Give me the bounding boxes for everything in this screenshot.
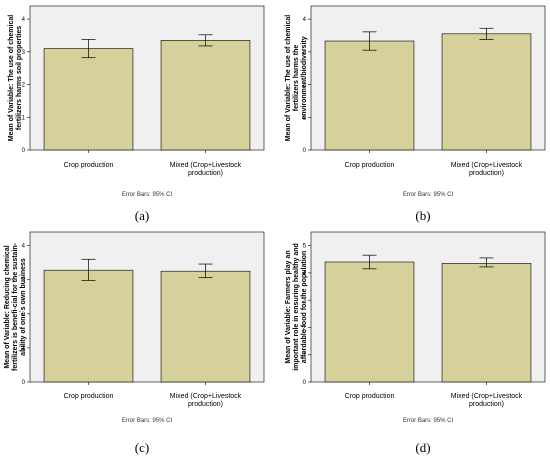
panel-label: (b): [415, 208, 430, 223]
chart-panel-3: 0 1 2 3 4 Crop production Mixed (Crop+Livestoc…: [4, 231, 265, 455]
y-tick-label: 2: [303, 325, 307, 331]
y-axis-title-line: environment/biodiversity: [301, 36, 308, 119]
bar-2: [160, 270, 251, 383]
x-tick-label: Crop production: [64, 162, 114, 169]
y-axis-title-line: Mean of Variable: The use of chemical: [285, 15, 292, 141]
y-axis-title: Mean of Variable: Reducing chemicalferti…: [4, 242, 27, 371]
y-tick-label: 3: [22, 50, 26, 56]
x-tick-label: production): [469, 401, 504, 408]
x-tick-label: Mixed (Crop+Livestock: [451, 162, 523, 169]
y-axis-title-line: important role in ensuring healthy and: [293, 243, 300, 371]
y-tick-label: 1: [22, 346, 26, 352]
y-tick-label: 1: [303, 115, 307, 121]
error-bar-note: Error Bars: 95% CI: [403, 192, 454, 198]
y-axis-title-line: Mean of Variable: The use of chemical: [8, 15, 15, 141]
y-tick-label: 0: [303, 380, 307, 386]
y-tick-label: 0: [303, 148, 307, 154]
panel-label: (c): [135, 440, 149, 455]
y-tick-label: 3: [303, 298, 307, 304]
y-axis-title-line: ability of one`s own business: [20, 258, 27, 356]
y-tick-label: 1: [22, 115, 26, 121]
bar-1: [43, 269, 134, 383]
y-tick-label: 5: [303, 244, 307, 250]
y-tick-label: 0: [22, 148, 26, 154]
error-bar-note: Error Bars: 95% CI: [403, 418, 454, 424]
y-tick-label: 2: [22, 83, 26, 89]
x-tick-label: production): [188, 401, 223, 408]
y-axis-title-line: fertilizers is benefi-cial for the susta…: [12, 242, 19, 371]
y-tick-label: 4: [303, 17, 307, 23]
bar-2: [160, 40, 251, 151]
bar-2: [441, 263, 532, 383]
bar-1: [324, 261, 415, 383]
chart-panel-2: 0 1 2 3 4 Crop production Mixed (Crop+Livestoc…: [285, 5, 546, 223]
bar-1: [43, 48, 134, 151]
error-bar-note: Error Bars: 95% CI: [122, 418, 173, 424]
x-tick-label: production): [188, 170, 223, 177]
error-bar-note: Error Bars: 95% CI: [122, 192, 173, 198]
x-tick-label: Crop production: [345, 162, 395, 169]
panel-label: (a): [135, 208, 149, 223]
x-tick-label: Crop production: [345, 393, 395, 400]
chart-panel-4: 0 1 2 3 4 5 Crop production Mixed (Crop+Livesto…: [285, 231, 546, 455]
y-tick-label: 2: [22, 312, 26, 318]
bar-1: [324, 40, 415, 151]
panel-label: (d): [415, 440, 430, 455]
y-axis-title: Mean of Variable: The use of chemicalfer…: [8, 15, 23, 141]
y-tick-label: 4: [303, 271, 307, 277]
y-tick-label: 2: [303, 83, 307, 89]
bar-2: [441, 33, 532, 151]
y-tick-label: 0: [22, 380, 26, 386]
y-axis-title-line: affordable food for the population: [301, 251, 308, 363]
y-tick-label: 3: [303, 50, 307, 56]
y-tick-label: 1: [303, 353, 307, 359]
x-tick-label: Crop production: [64, 393, 114, 400]
y-tick-label: 4: [22, 244, 26, 250]
y-axis-title-line: Mean of Variable: Farmers play an: [285, 250, 292, 363]
y-axis-title: Mean of Variable: The use of chemicalfer…: [285, 15, 308, 141]
x-tick-label: Mixed (Crop+Livestock: [170, 162, 242, 169]
y-tick-label: 4: [22, 17, 26, 23]
y-axis-title: Mean of Variable: Farmers play animporta…: [285, 243, 308, 371]
y-axis-title-line: fertilizers harms the: [293, 45, 300, 112]
y-tick-label: 3: [22, 278, 26, 284]
x-tick-label: production): [469, 170, 504, 177]
y-axis-title-line: fertilizers harms soil properties: [16, 26, 23, 130]
x-tick-label: Mixed (Crop+Livestock: [170, 393, 242, 400]
x-tick-label: Mixed (Crop+Livestock: [451, 393, 523, 400]
y-axis-title-line: Mean of Variable: Reducing chemical: [4, 245, 11, 368]
chart-panel-1: 0 1 2 3 4 Crop production Mixed (Crop+Livestoc…: [8, 5, 265, 223]
